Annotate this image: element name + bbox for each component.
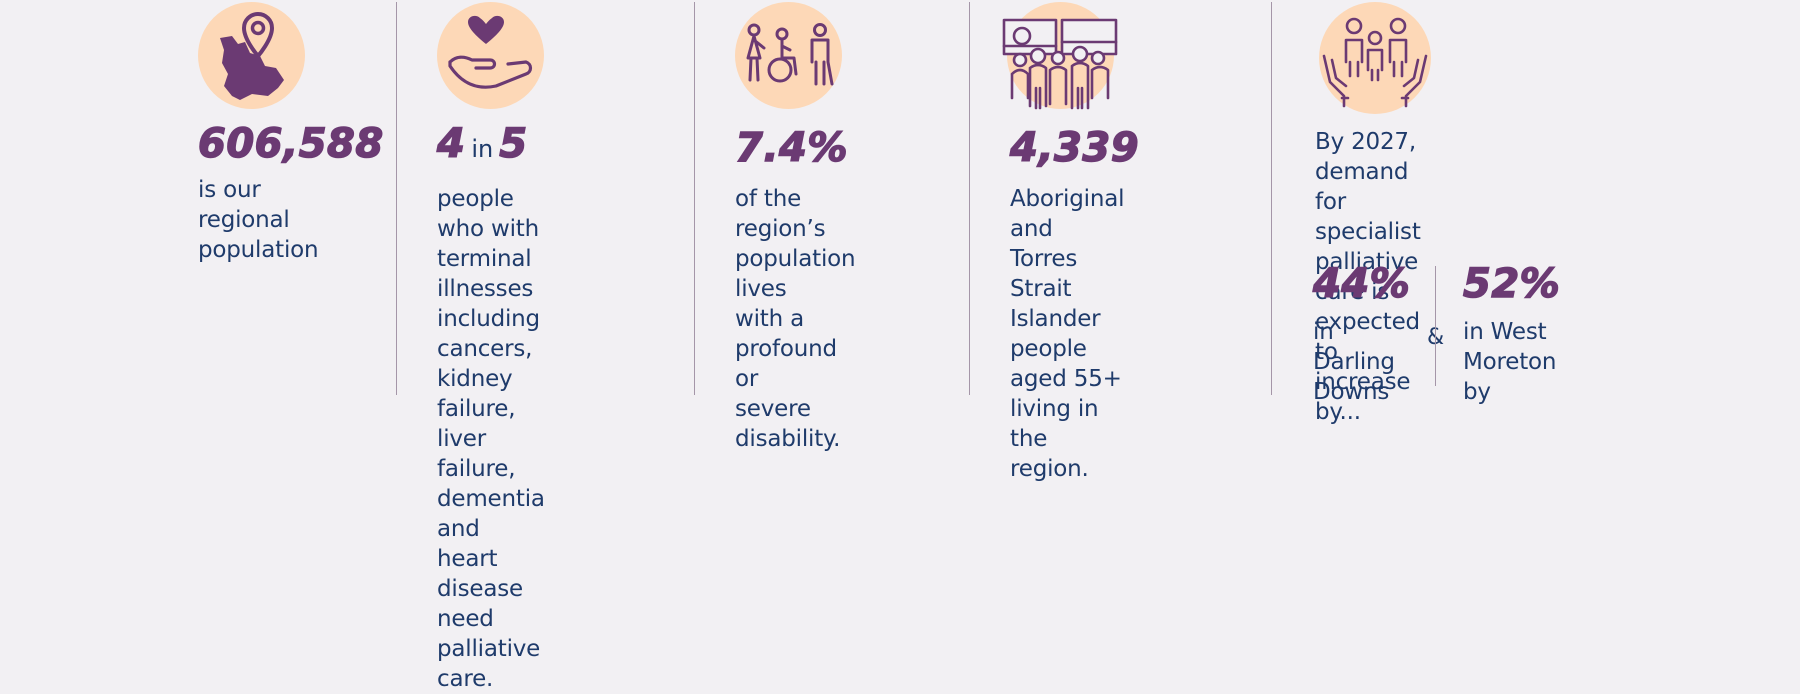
stat-value: 4 in 5 xyxy=(436,121,528,167)
stat-value: 606,588 xyxy=(197,121,384,167)
icon-circle xyxy=(735,2,842,109)
stat-description-darling-downs: in Darling Downs xyxy=(1313,319,1395,405)
stat-value: 7.4% xyxy=(734,125,848,171)
column-divider-4 xyxy=(1271,2,1272,395)
stat-description-west-moreton: in West Moreton by xyxy=(1463,319,1557,405)
column-divider-3 xyxy=(969,2,970,395)
stat-description: Aboriginal and Torres Strait Islander pe… xyxy=(1010,186,1125,482)
stat-value: 4,339 xyxy=(1009,125,1140,171)
stat-description: By 2027, demand for specialist palliativ… xyxy=(1315,129,1421,425)
map-pin-icon xyxy=(220,11,284,100)
sub-divider xyxy=(1435,266,1436,386)
community-group-icon xyxy=(1002,18,1118,110)
care-hands-people-icon xyxy=(1322,17,1428,108)
heart-in-hand-icon xyxy=(448,15,533,89)
stat-part-b: 5 xyxy=(498,121,528,167)
stat-description: of the region’s population lives with a … xyxy=(735,186,856,452)
accessibility-people-icon xyxy=(746,23,834,86)
stat-joiner: in xyxy=(471,135,494,163)
stat-part-a: 4 xyxy=(436,121,466,167)
stat-value-west-moreton: 52% xyxy=(1462,261,1561,307)
stat-value-darling-downs: 44% xyxy=(1312,261,1411,307)
icon-circle xyxy=(1319,2,1431,114)
column-divider-2 xyxy=(694,2,695,395)
stat-description: is our regional population xyxy=(198,177,319,263)
stat-description: people who with terminal illnesses inclu… xyxy=(437,186,545,692)
column-divider-1 xyxy=(396,2,397,395)
